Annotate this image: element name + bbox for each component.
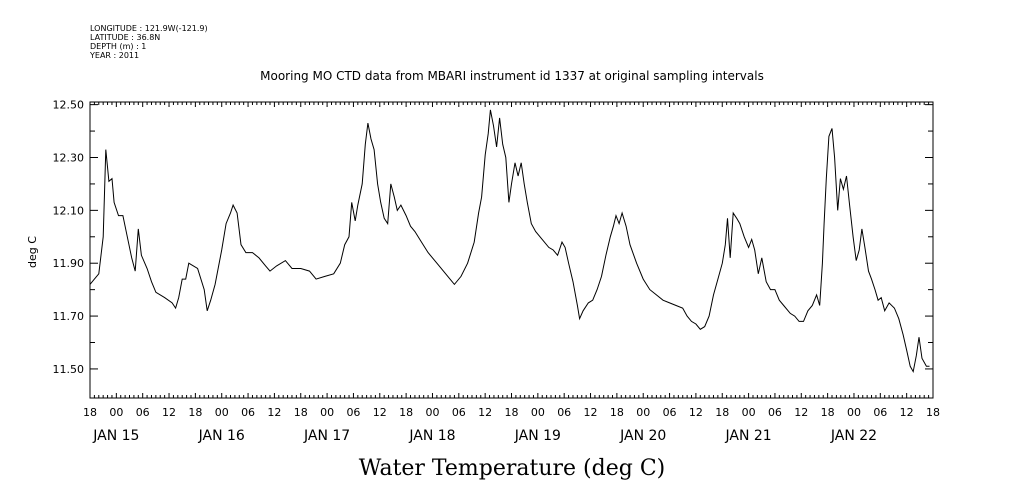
x-tick-label: 12 <box>900 406 914 419</box>
x-tick-label: 06 <box>241 406 255 419</box>
y-tick-label: 12.10 <box>53 204 85 217</box>
x-date-label: JAN 15 <box>92 428 139 444</box>
y-tick-labels: 11.50 11.70 11.90 12.10 12.30 12.50 <box>53 99 85 376</box>
x-tick-label: 06 <box>663 406 677 419</box>
plot-frame <box>89 101 934 399</box>
x-tick-label: 18 <box>83 406 97 419</box>
meta-depth: DEPTH (m) : 1 <box>90 42 146 51</box>
x-tick-label: 18 <box>505 406 519 419</box>
x-tick-label: 00 <box>531 406 545 419</box>
x-date-label: JAN 20 <box>619 428 666 444</box>
x-tick-label: 00 <box>847 406 861 419</box>
x-date-label: JAN 18 <box>408 428 455 444</box>
x-tick-label: 00 <box>636 406 650 419</box>
x-date-labels: JAN 15 JAN 16 JAN 17 JAN 18 JAN 19 JAN 20 JAN … <box>92 428 877 444</box>
x-tick-label: 00 <box>425 406 439 419</box>
x-tick-label: 00 <box>109 406 123 419</box>
x-tick-label: 18 <box>294 406 308 419</box>
x-tick-label: 12 <box>584 406 598 419</box>
x-tick-label: 06 <box>557 406 571 419</box>
y-tick-label: 11.50 <box>53 363 85 376</box>
x-tick-labels: 18 00 06 12 18 00 06 12 18 00 06 12 18 00 06 12 18 00 06 12… <box>83 406 940 419</box>
x-tick-label: 06 <box>346 406 360 419</box>
x-tick-label: 06 <box>452 406 466 419</box>
chart-title: Mooring MO CTD data from MBARI instrumen… <box>260 69 764 83</box>
x-tick-label: 12 <box>794 406 808 419</box>
x-date-label: JAN 17 <box>303 428 350 444</box>
x-tick-label: 18 <box>399 406 413 419</box>
meta-latitude: LATITUDE : 36.8N <box>90 33 160 42</box>
x-date-label: JAN 16 <box>198 428 245 444</box>
x-tick-label: 12 <box>162 406 176 419</box>
series-line-water-temperature <box>89 109 930 374</box>
bottom-title: Water Temperature (deg C) <box>359 456 666 481</box>
axis-ticks <box>89 102 934 398</box>
x-tick-label: 12 <box>689 406 703 419</box>
x-tick-label: 12 <box>478 406 492 419</box>
x-tick-label: 00 <box>320 406 334 419</box>
x-tick-label: 00 <box>215 406 229 419</box>
y-tick-label: 12.30 <box>53 152 85 165</box>
x-date-label: JAN 19 <box>514 428 561 444</box>
x-tick-label: 18 <box>715 406 729 419</box>
x-tick-label: 18 <box>188 406 202 419</box>
x-tick-label: 12 <box>373 406 387 419</box>
y-tick-label: 11.70 <box>53 310 85 323</box>
x-tick-label: 06 <box>873 406 887 419</box>
x-tick-label: 00 <box>742 406 756 419</box>
meta-longitude: LONGITUDE : 121.9W(-121.9) <box>90 24 208 33</box>
x-tick-label: 12 <box>267 406 281 419</box>
x-tick-label: 06 <box>768 406 782 419</box>
x-tick-label: 18 <box>926 406 940 419</box>
x-tick-label: 06 <box>136 406 150 419</box>
y-axis-label: deg C <box>26 236 39 268</box>
x-tick-label: 18 <box>610 406 624 419</box>
meta-year: YEAR : 2011 <box>89 51 139 60</box>
y-tick-label: 12.50 <box>53 99 85 112</box>
x-date-label: JAN 22 <box>830 428 877 444</box>
y-tick-label: 11.90 <box>53 257 85 270</box>
x-date-label: JAN 21 <box>724 428 771 444</box>
x-tick-label: 18 <box>821 406 835 419</box>
